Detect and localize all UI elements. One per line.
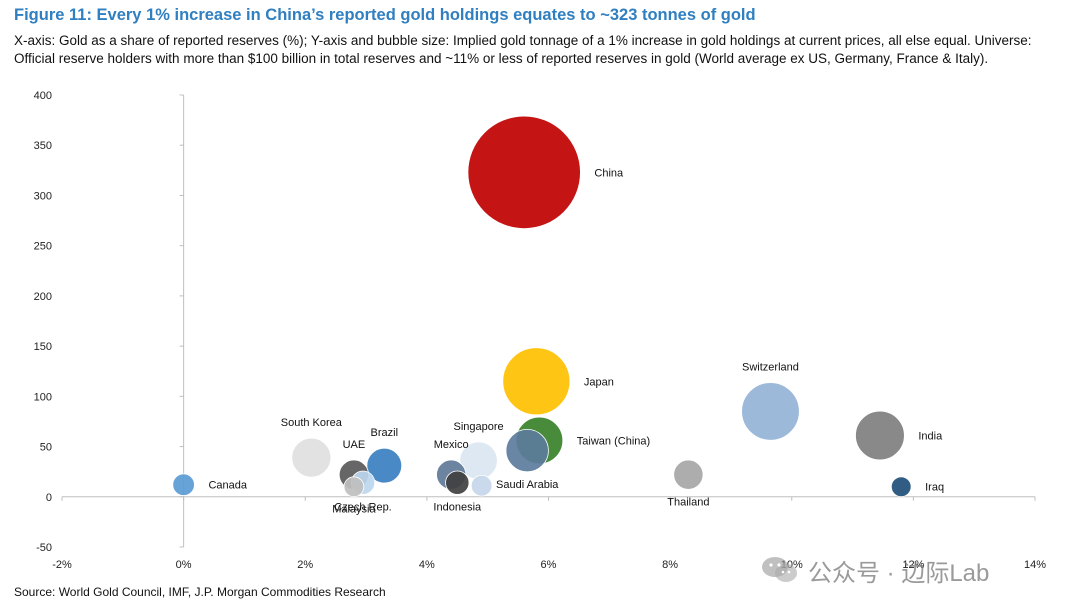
y-tick-label: 50	[40, 442, 52, 454]
label-brazil: Brazil	[371, 427, 399, 439]
y-tick-label: 400	[34, 90, 52, 102]
y-tick-label: 100	[34, 391, 52, 403]
bubble-iraq	[890, 476, 912, 498]
y-tick-label: 300	[34, 190, 52, 202]
bubble-unlabeled	[470, 474, 493, 497]
figure-title: Figure 11: Every 1% increase in China’s …	[14, 6, 756, 24]
label-indonesia: Indonesia	[433, 501, 482, 513]
bubble-south-korea	[291, 437, 332, 478]
source-note: Source: World Gold Council, IMF, J.P. Mo…	[14, 585, 386, 599]
watermark: 公众号 · 边际Lab	[760, 553, 989, 587]
bubble-switzerland	[741, 382, 800, 441]
bubble-saudi-arabia	[505, 428, 549, 473]
x-tick-label: 0%	[176, 559, 192, 571]
label-uae: UAE	[343, 439, 366, 451]
y-tick-label: 350	[34, 140, 52, 152]
figure-subtitle: X-axis: Gold as a share of reported rese…	[14, 33, 1032, 66]
label-south-korea: South Korea	[281, 417, 343, 429]
y-tick-label: 200	[34, 291, 52, 303]
bubble-thailand	[673, 459, 704, 490]
label-malaysia: Malaysia	[332, 504, 376, 516]
x-tick-label: 2%	[297, 559, 313, 571]
bubble-canada	[172, 473, 195, 496]
x-tick-label: -2%	[52, 559, 72, 571]
chart-bubbles	[172, 115, 912, 498]
y-tick-label: 150	[34, 341, 52, 353]
label-czech-rep: Czech Rep.	[334, 501, 391, 513]
watermark-text: 公众号 · 边际Lab	[808, 559, 990, 587]
label-china: China	[594, 167, 624, 179]
x-tick-label: 14%	[1024, 559, 1046, 571]
x-tick-label: 6%	[541, 559, 557, 571]
label-switzerland: Switzerland	[742, 362, 799, 374]
y-tick-label: 0	[46, 492, 52, 504]
bubble-indonesia	[445, 470, 470, 495]
label-iraq: Iraq	[925, 482, 944, 494]
y-tick-label: 250	[34, 241, 52, 253]
bubble-india	[855, 410, 905, 461]
label-singapore: Singapore	[453, 421, 503, 433]
bubble-brazil	[366, 447, 403, 484]
label-canada: Canada	[208, 480, 247, 492]
bubble-japan	[502, 347, 571, 416]
x-tick-label: 8%	[662, 559, 678, 571]
label-saudi-arabia: Saudi Arabia	[496, 479, 559, 491]
x-tick-label: 12%	[902, 559, 924, 571]
label-india: India	[918, 431, 943, 443]
bubble-malaysia	[343, 476, 365, 498]
label-taiwan-china: Taiwan (China)	[577, 436, 650, 448]
x-tick-label: 4%	[419, 559, 435, 571]
label-thailand: Thailand	[667, 496, 709, 508]
wechat-icon	[762, 557, 797, 582]
label-japan: Japan	[584, 376, 614, 388]
label-mexico: Mexico	[434, 439, 469, 451]
bubble-china	[467, 115, 581, 229]
y-tick-label: -50	[36, 542, 52, 554]
